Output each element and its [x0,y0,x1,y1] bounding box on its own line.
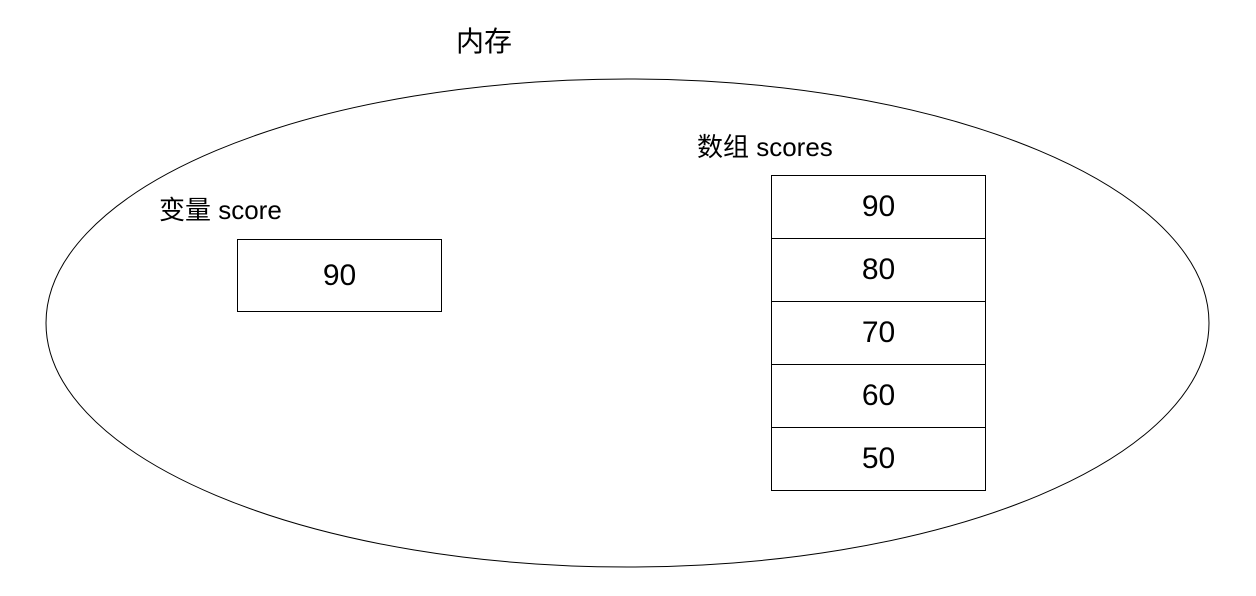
variable-value: 90 [322,258,357,292]
diagram-title: 内存 [456,26,513,57]
array-box: 90 80 70 60 50 [771,175,986,491]
variable-value-box: 90 [237,239,442,312]
variable-label: 变量 score [159,195,282,225]
array-label: 数组 scores [697,132,833,162]
array-cell-4: 50 [772,427,985,490]
array-cell-1: 80 [772,238,985,301]
array-cell-0: 90 [861,190,896,223]
array-cell-2: 70 [772,301,985,364]
array-cell-3: 60 [772,364,985,427]
